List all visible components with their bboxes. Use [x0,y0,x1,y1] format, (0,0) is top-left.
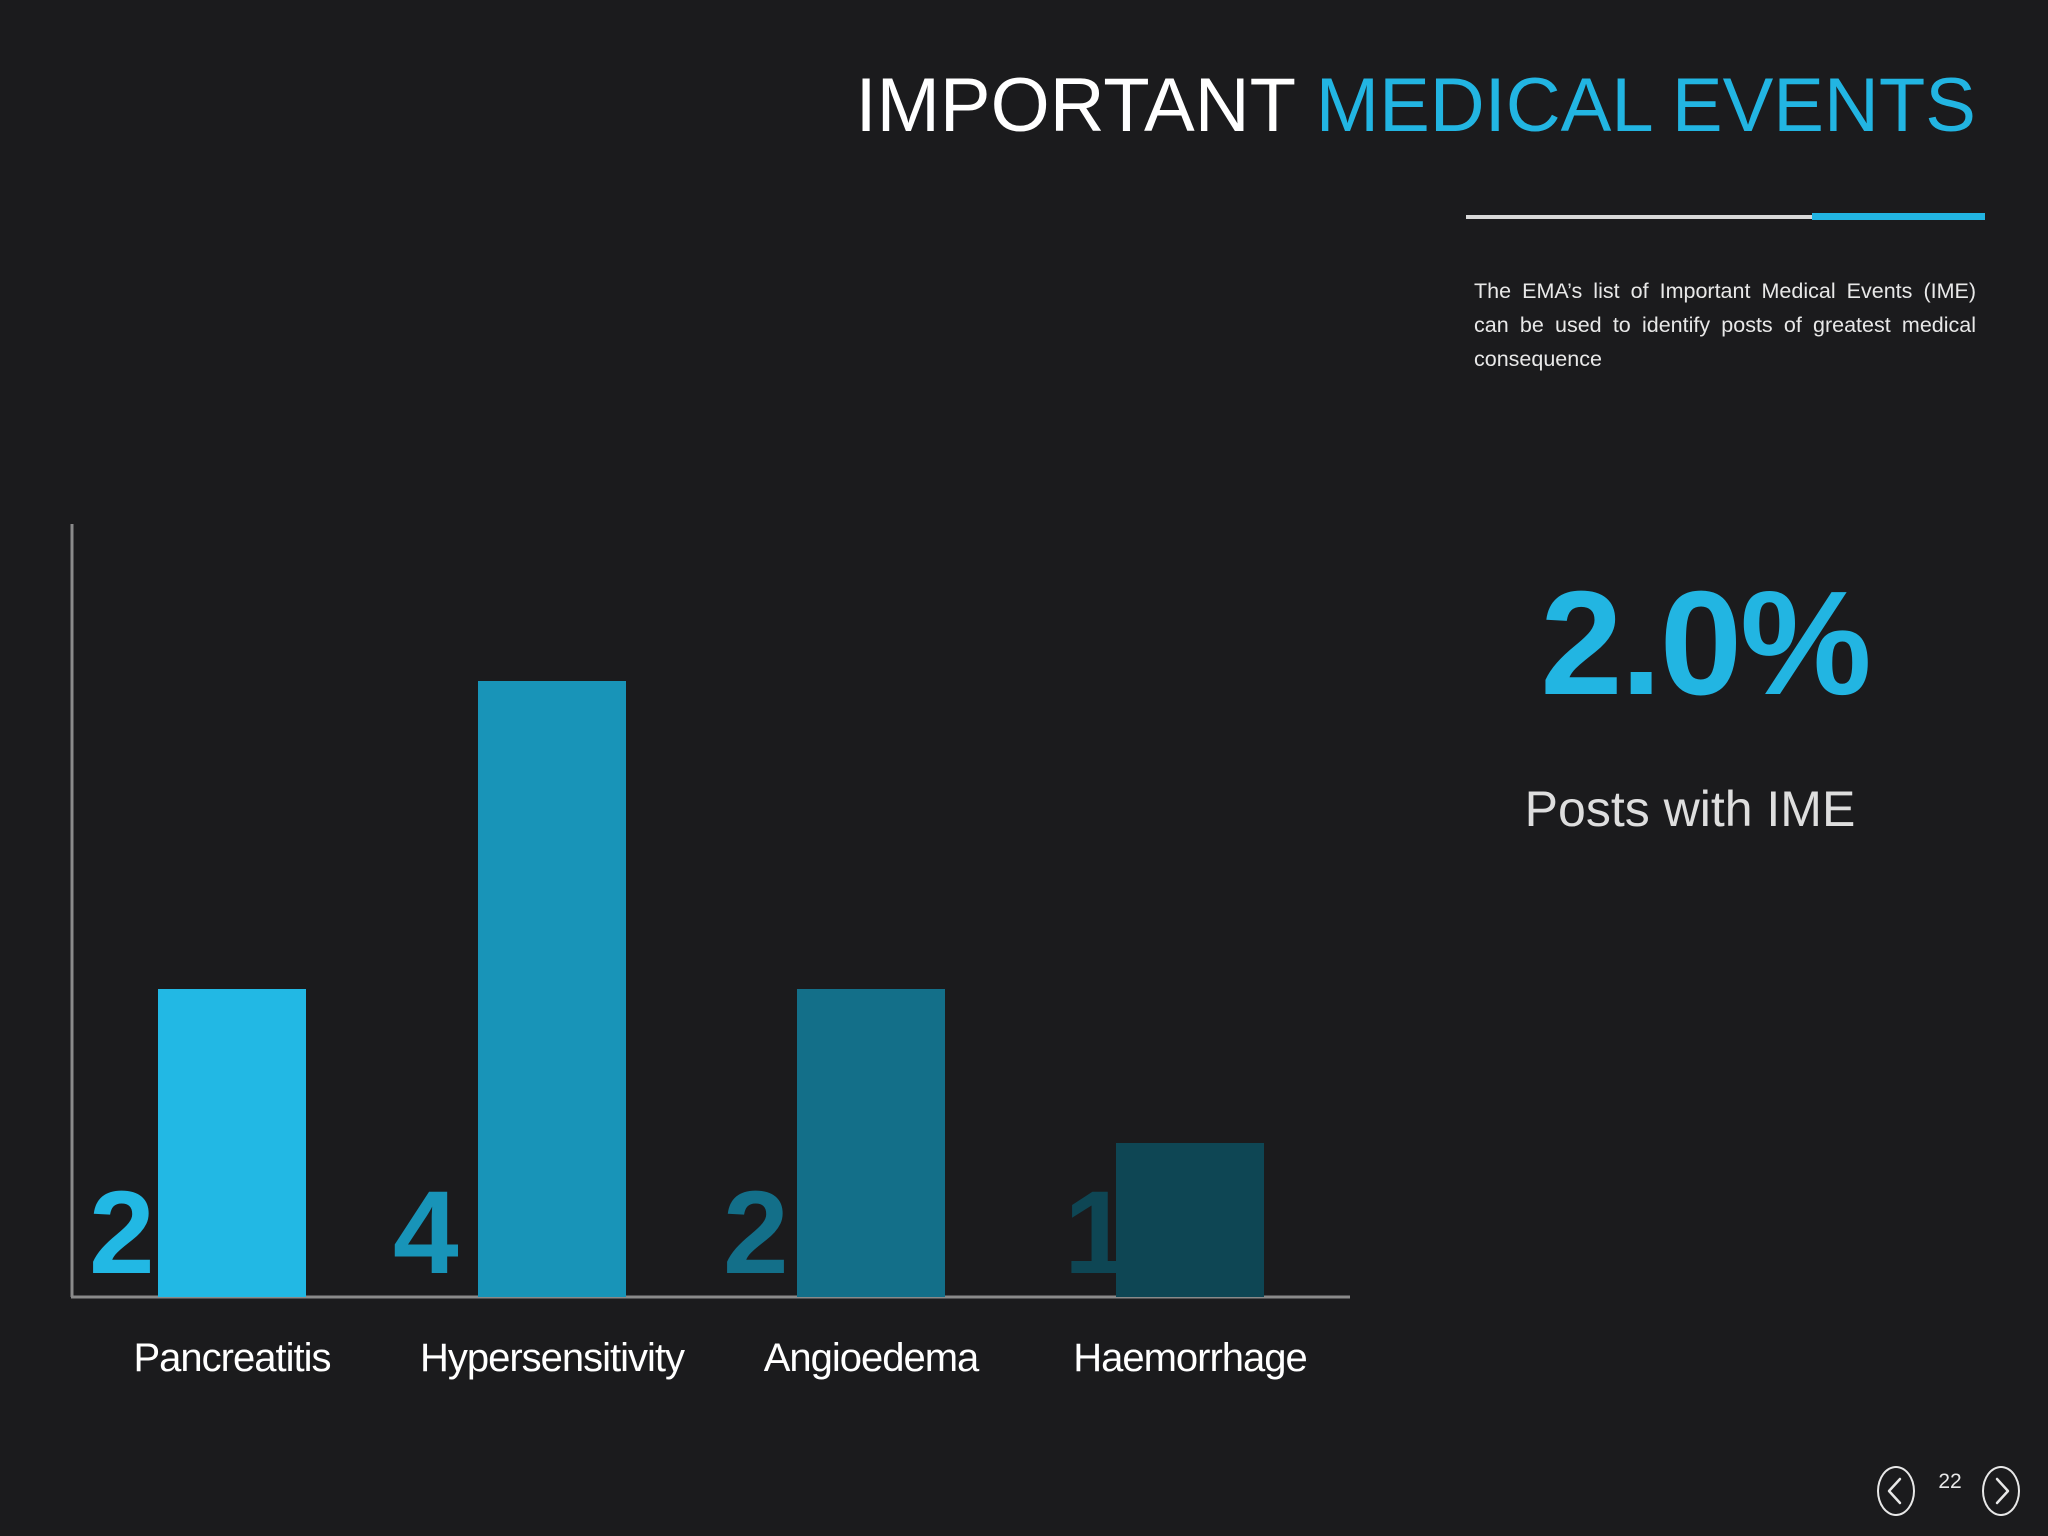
data-label: 1 [1064,1167,1130,1299]
prev-slide-button[interactable] [1877,1466,1915,1516]
description-text: The EMA’s list of Important Medical Even… [1474,279,1976,371]
chevron-right-icon [1995,1477,2010,1505]
stat-value: 2.0% [1540,561,1871,726]
data-label: 2 [89,1167,155,1299]
bar-angioedema [797,989,945,1297]
title-divider-grey [1466,215,1812,219]
page-title: IMPORTANT MEDICAL EVENTS [856,68,1977,144]
next-slide-button[interactable] [1982,1466,2020,1516]
chevron-left-icon [1887,1477,1902,1505]
title-divider-accent [1812,213,1985,220]
page-number: 22 [1938,1470,1962,1493]
title-part-accent: MEDICAL EVENTS [1315,63,1976,148]
bar-pancreatitis [158,989,306,1297]
category-label: Angioedema [764,1336,980,1380]
data-label: 2 [723,1167,789,1299]
category-label: Hypersensitivity [420,1336,685,1380]
bar-hypersensitivity [478,681,626,1297]
bar-haemorrhage [1116,1143,1264,1297]
stat-label: Posts with IME [1524,781,1856,837]
title-part-white: IMPORTANT [855,63,1316,148]
category-label: Pancreatitis [134,1336,331,1380]
data-label: 4 [393,1167,459,1299]
category-label: Haemorrhage [1073,1336,1307,1380]
